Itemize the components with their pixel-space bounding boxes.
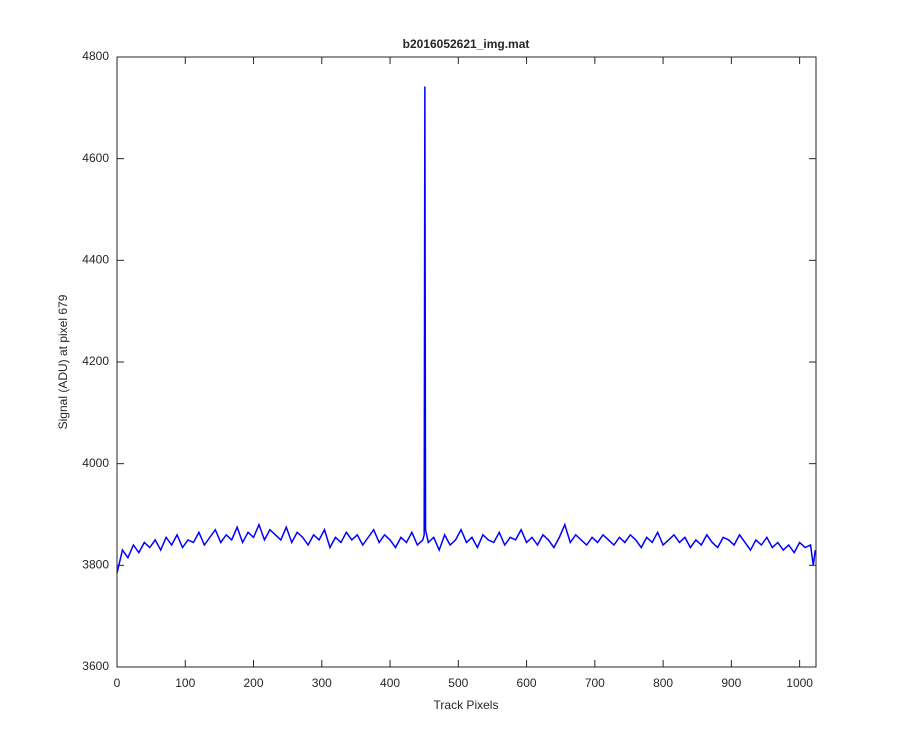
chart-title: b2016052621_img.mat [403, 37, 530, 51]
plot-frame [116, 56, 817, 668]
x-tick-label: 1000 [786, 676, 813, 690]
data-line [116, 86, 817, 574]
x-axis-label: Track Pixels [434, 698, 499, 712]
y-tick-label: 4400 [82, 253, 109, 267]
y-tick-label: 4200 [82, 354, 109, 368]
x-tick-label: 800 [653, 676, 673, 690]
x-tick-label: 0 [114, 676, 121, 690]
x-tick-label: 500 [448, 676, 468, 690]
x-tick-label: 700 [585, 676, 605, 690]
x-tick-label: 600 [517, 676, 537, 690]
x-tick-label: 100 [175, 676, 195, 690]
y-tick-label: 4800 [82, 49, 109, 63]
y-axis-label: Signal (ADU) at pixel 679 [56, 294, 70, 429]
x-tick-label: 200 [244, 676, 264, 690]
y-tick-label: 3800 [82, 558, 109, 572]
y-tick-label: 3600 [82, 659, 109, 673]
y-tick-label: 4600 [82, 151, 109, 165]
x-tick-label: 400 [380, 676, 400, 690]
x-tick-label: 300 [312, 676, 332, 690]
x-tick-label: 900 [721, 676, 741, 690]
y-tick-label: 4000 [82, 456, 109, 470]
